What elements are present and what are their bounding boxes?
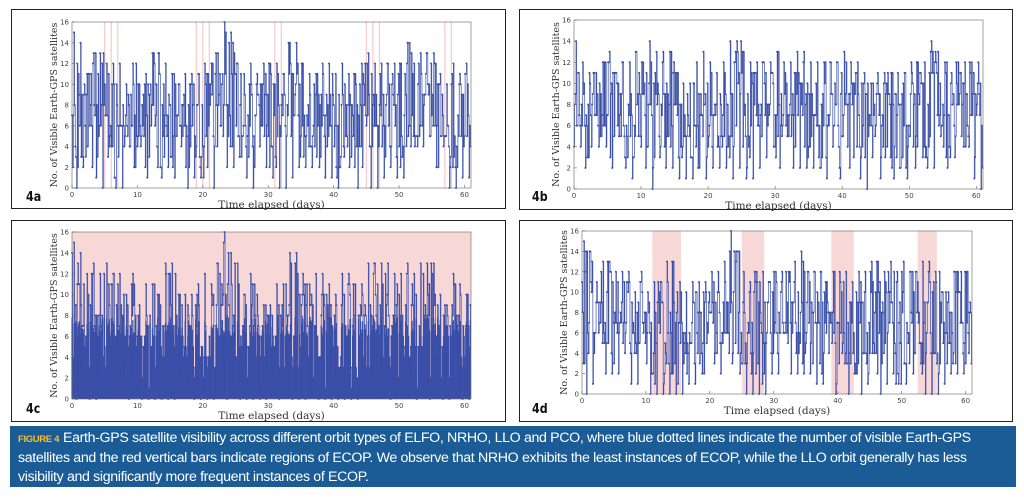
series-visible-satellites (573, 40, 984, 190)
y-tick-label: 12 (60, 270, 69, 278)
x-tick-label: 0 (70, 402, 74, 410)
y-tick-label: 16 (562, 17, 571, 25)
y-tick-label: 10 (562, 80, 571, 88)
x-tick-label: 30 (771, 192, 780, 200)
x-tick-label: 10 (637, 192, 646, 200)
y-tick-label: 0 (65, 185, 69, 193)
x-tick-label: 20 (704, 192, 713, 200)
panel-4a: 0 10 20 30 40 50 60 0 2 4 6 8 10 12 14 16 Time elapsed (… (11, 9, 506, 210)
y-tick-label: 4 (65, 354, 70, 362)
series-visible-satellites (581, 230, 973, 395)
x-tick-label: 30 (264, 402, 273, 410)
y-tick-label: 12 (60, 60, 69, 68)
y-tick-label: 6 (567, 122, 572, 130)
chart-4c: 0 10 20 30 40 50 60 0 2 4 6 8 10 12 14 16 Time elapsed (… (49, 229, 472, 422)
panel-4b: 0 10 20 30 40 50 60 0 2 4 6 8 10 12 14 16 Time elapsed (… (519, 9, 1013, 211)
x-tick-label: 40 (329, 402, 338, 410)
ecop-region (365, 22, 367, 188)
panel-4d: 0 10 20 30 40 50 60 0 2 4 6 8 10 12 14 16 Time elapsed (… (519, 220, 1013, 422)
x-tick-label: 0 (70, 191, 74, 199)
series-visible-satellites (71, 231, 472, 400)
y-axis-label: No. of Visible Earth-GPS satellites (49, 233, 60, 398)
y-tick-label: 16 (60, 19, 69, 27)
x-tick-label: 0 (572, 192, 576, 200)
x-tick-label: 60 (972, 192, 981, 200)
panel-label: 4a (26, 190, 42, 205)
x-tick-label: 30 (264, 191, 273, 199)
y-tick-label: 14 (60, 39, 69, 47)
x-tick-label: 60 (460, 402, 469, 410)
ecop-region (444, 22, 446, 188)
y-tick-label: 12 (562, 59, 571, 67)
x-tick-label: 40 (329, 191, 338, 199)
y-tick-label: 6 (65, 122, 70, 130)
x-tick-label: 40 (838, 192, 847, 200)
panel-label: 4c (26, 402, 41, 417)
y-tick-label: 14 (60, 249, 69, 257)
x-tick-label: 20 (198, 402, 207, 410)
x-tick-label: 50 (905, 192, 914, 200)
series-visible-satellites (71, 21, 472, 189)
y-tick-label: 14 (562, 38, 571, 46)
x-axis-label: Time elapsed (days) (218, 410, 325, 422)
y-tick-label: 4 (567, 143, 572, 151)
x-tick-label: 50 (395, 191, 404, 199)
x-tick-label: 60 (460, 191, 469, 199)
panel-label: 4b (532, 190, 548, 205)
y-tick-label: 2 (567, 164, 571, 172)
y-tick-label: 2 (65, 164, 69, 172)
panel-4c: 0 10 20 30 40 50 60 0 2 4 6 8 10 12 14 16 Time elapsed (… (11, 220, 506, 422)
y-tick-label: 16 (60, 229, 69, 237)
x-tick-label: 20 (198, 191, 207, 199)
y-tick-label: 2 (65, 375, 69, 383)
x-tick-label: 50 (395, 402, 404, 410)
x-tick-label: 10 (133, 191, 142, 199)
y-tick-label: 6 (65, 333, 70, 341)
y-tick-label: 8 (567, 101, 571, 109)
y-tick-label: 8 (65, 312, 69, 320)
y-tick-label: 4 (65, 143, 70, 151)
x-axis-label: Time elapsed (days) (725, 200, 832, 211)
y-tick-label: 0 (65, 396, 69, 404)
chart-4a: 0 10 20 30 40 50 60 0 2 4 6 8 10 12 14 16 Time elapsed (… (49, 19, 472, 210)
y-axis-label: No. of Visible Earth-GPS satellites (49, 22, 60, 187)
chart-4b: 0 10 20 30 40 50 60 0 2 4 6 8 10 12 14 16 Time elapsed (… (551, 17, 984, 211)
x-axis-label: Time elapsed (days) (218, 199, 325, 210)
ecop-region (110, 22, 112, 188)
y-tick-label: 10 (60, 291, 69, 299)
y-tick-label: 10 (60, 81, 69, 89)
y-tick-label: 0 (567, 186, 571, 194)
y-axis-label: No. of Visible Earth-GPS satellites (551, 22, 562, 187)
y-tick-label: 8 (65, 102, 69, 110)
x-tick-label: 10 (133, 402, 142, 410)
